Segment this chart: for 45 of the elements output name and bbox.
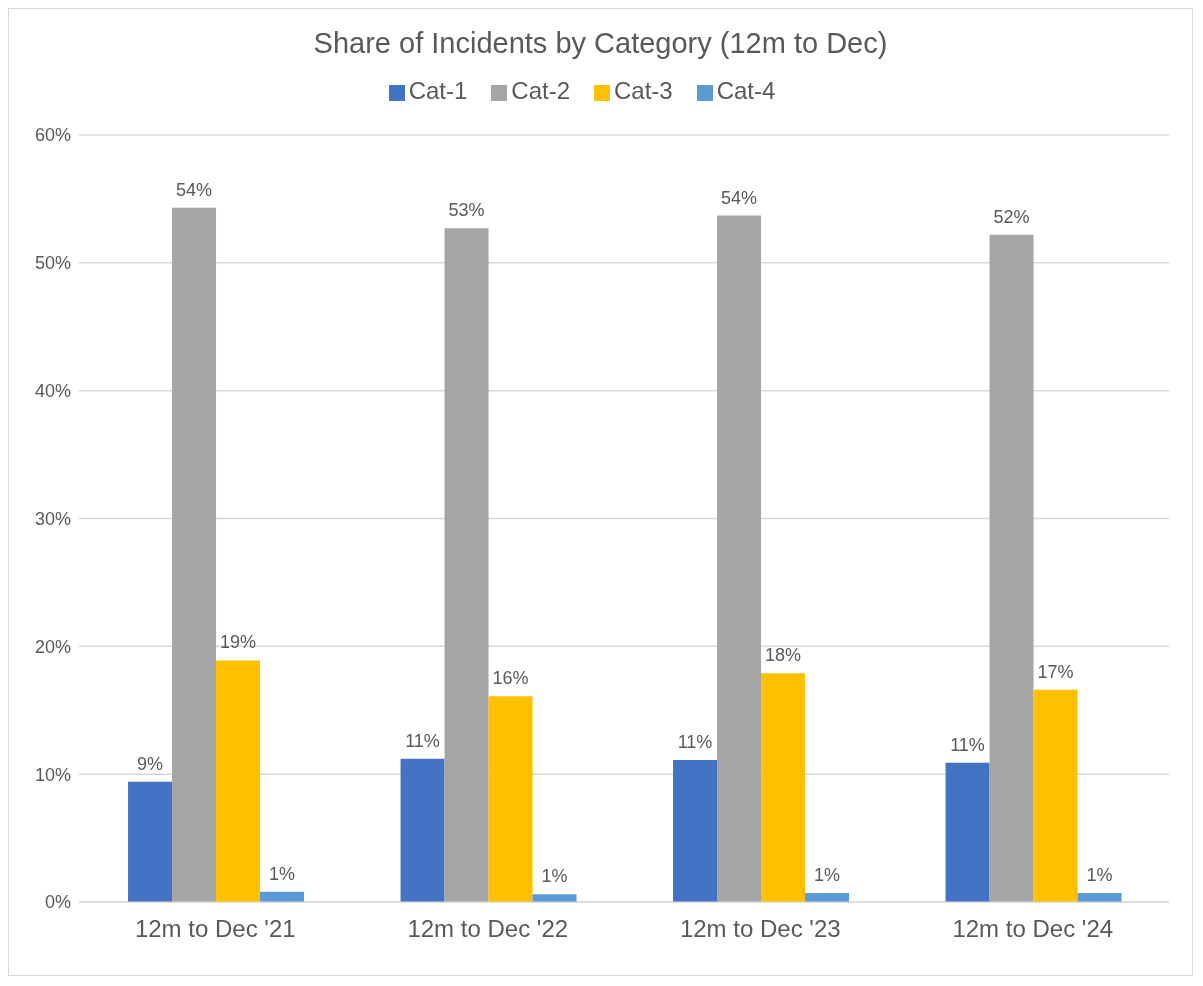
data-label: 53% (448, 200, 485, 221)
bar (128, 781, 173, 902)
bar (488, 696, 533, 902)
chart-title: Share of Incidents by Category (12m to Dec) (312, 26, 889, 61)
data-label: 1% (814, 865, 841, 886)
y-tick-label: 0% (44, 892, 71, 913)
y-tick-label: 50% (34, 253, 71, 274)
bar (717, 215, 762, 902)
y-tick-label: 20% (34, 636, 71, 657)
x-tick-label: 12m to Dec '21 (134, 915, 296, 943)
bar (761, 673, 806, 902)
y-tick-label: 60% (34, 125, 71, 146)
x-tick-label: 12m to Dec '22 (407, 915, 569, 943)
data-label: 1% (541, 866, 568, 887)
bar (216, 660, 261, 902)
data-label: 16% (492, 668, 529, 689)
data-label: 9% (137, 753, 164, 774)
legend-label: Cat-1 (408, 77, 468, 104)
data-label: 17% (1037, 661, 1074, 682)
bar (400, 758, 445, 902)
x-tick-label: 12m to Dec '23 (679, 915, 841, 943)
bar (673, 760, 718, 902)
bar (989, 234, 1034, 902)
y-tick-label: 30% (34, 508, 71, 529)
data-label: 11% (405, 730, 440, 751)
data-label: 52% (993, 206, 1030, 227)
bar (1033, 689, 1078, 902)
x-tick-label: 12m to Dec '24 (952, 915, 1114, 943)
bar (945, 762, 990, 902)
data-label: 11% (950, 734, 985, 755)
bar (532, 894, 577, 902)
legend-label: Cat-4 (716, 77, 776, 104)
bar (172, 207, 217, 902)
data-label: 54% (176, 179, 213, 200)
data-label: 54% (721, 187, 758, 208)
data-label: 18% (765, 645, 802, 666)
data-label: 19% (220, 632, 257, 653)
data-label: 1% (1086, 865, 1113, 886)
data-label: 11% (677, 732, 713, 753)
data-label: 1% (269, 863, 296, 884)
bar (444, 228, 489, 902)
legend-label: Cat-3 (614, 77, 673, 104)
y-tick-label: 10% (34, 764, 71, 785)
y-tick-label: 40% (34, 381, 71, 402)
legend-label: Cat-2 (511, 77, 570, 104)
